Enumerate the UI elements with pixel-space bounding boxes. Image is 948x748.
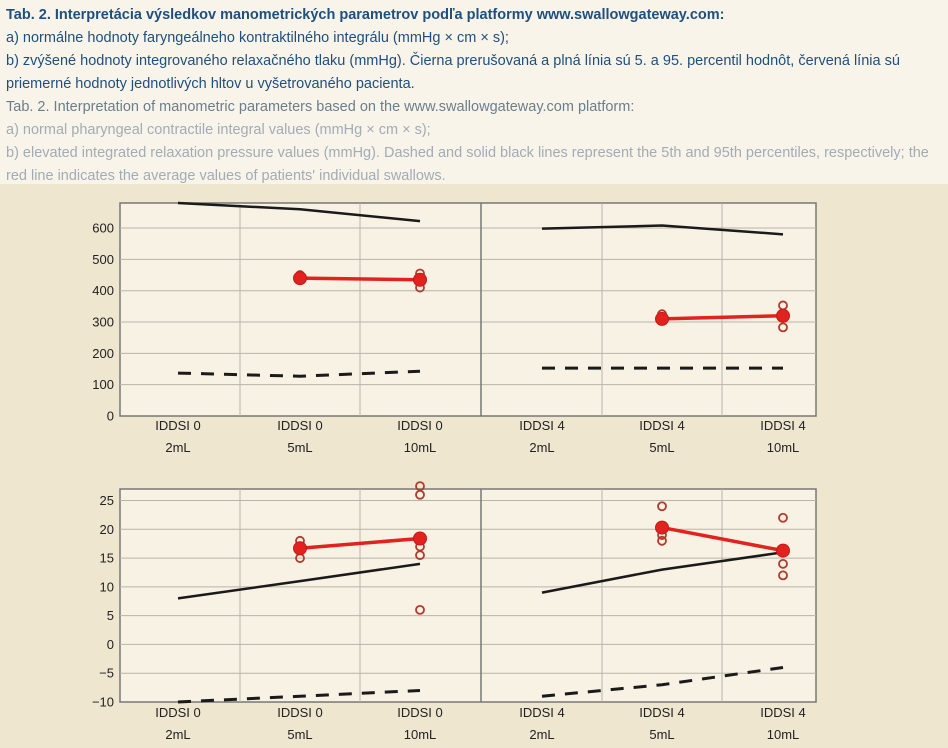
plot-area: [119, 488, 817, 703]
series-line-p95: [541, 551, 784, 594]
x-category-label: IDDSI 0: [397, 705, 443, 720]
y-tick-label: 100: [92, 377, 114, 392]
caption-sk-a: a) normálne hodnoty faryngeálneho kontra…: [6, 30, 509, 46]
swallow-marker: [778, 558, 788, 569]
x-category-volume-label: 5mL: [649, 727, 674, 742]
caption-sk-b1: b) zvýšené hodnoty integrovaného relaxač…: [6, 53, 900, 69]
y-tick-label: 20: [100, 522, 114, 537]
swallow-marker: [657, 501, 667, 512]
swallow-marker: [778, 322, 788, 333]
caption: Tab. 2. Interpretácia výsledkov manometr…: [6, 4, 946, 188]
y-tick-label: 5: [107, 608, 114, 623]
x-category-label: IDDSI 0: [155, 418, 201, 433]
series-line-p5: [177, 369, 421, 378]
x-category-volume-label: 10mL: [404, 440, 437, 455]
mean-marker: [655, 311, 669, 326]
x-category-label: IDDSI 4: [760, 705, 806, 720]
x-category-volume-label: 10mL: [404, 727, 437, 742]
mean-marker: [413, 531, 427, 546]
y-tick-label: 600: [92, 221, 114, 236]
chart-panel-a: 0 100 200 300 400 500 600 IDDSI 0 2mL IDDSI 0 5mL I…: [92, 201, 817, 455]
series-line-mean: [661, 525, 784, 553]
swallow-marker: [415, 604, 425, 615]
swallow-marker: [778, 512, 788, 523]
swallow-marker: [415, 550, 425, 561]
mean-marker: [655, 520, 669, 535]
mean-marker: [293, 271, 307, 286]
y-tick-label: 0: [107, 637, 114, 652]
caption-en-a: a) normal pharyngeal contractile integra…: [6, 122, 431, 138]
x-category-label: IDDSI 0: [397, 418, 443, 433]
x-category-volume-label: 5mL: [649, 440, 674, 455]
x-category-volume-label: 10mL: [767, 727, 800, 742]
caption-en-b2: red line indicates the average values of…: [6, 168, 446, 184]
caption-en-b1: b) elevated integrated relaxation pressu…: [6, 145, 929, 161]
x-category-volume-label: 5mL: [287, 440, 312, 455]
x-category-label: IDDSI 4: [639, 705, 685, 720]
mean-marker: [413, 272, 427, 287]
series-line-mean: [661, 314, 784, 321]
y-tick-label: 0: [107, 409, 114, 424]
x-category-label: IDDSI 0: [155, 705, 201, 720]
mean-marker: [776, 308, 790, 323]
y-tick-label: 25: [100, 493, 114, 508]
x-category-label: IDDSI 4: [519, 418, 565, 433]
y-tick-label: 300: [92, 315, 114, 330]
caption-sk-b2: priemerné hodnoty jednotlivých hltov u v…: [6, 76, 415, 92]
y-tick-label: −10: [92, 695, 114, 710]
y-tick-label: −5: [99, 666, 114, 681]
mean-marker: [776, 543, 790, 558]
series-line-p95: [177, 201, 421, 223]
series-line-p95: [541, 224, 784, 236]
x-category-label: IDDSI 4: [519, 705, 565, 720]
x-category-volume-label: 2mL: [165, 440, 190, 455]
caption-en-title: Tab. 2. Interpretation of manometric par…: [6, 99, 635, 115]
series-line-p5: [541, 665, 784, 698]
x-category-volume-label: 2mL: [165, 727, 190, 742]
x-category-volume-label: 10mL: [767, 440, 800, 455]
y-tick-label: 500: [92, 252, 114, 267]
series-line-mean: [299, 536, 421, 551]
x-category-volume-label: 5mL: [287, 727, 312, 742]
swallow-marker: [415, 489, 425, 500]
y-tick-label: 10: [100, 579, 114, 594]
caption-sk-title: Tab. 2. Interpretácia výsledkov manometr…: [6, 7, 725, 23]
y-tick-label: 400: [92, 283, 114, 298]
mean-marker: [293, 541, 307, 556]
x-category-label: IDDSI 4: [639, 418, 685, 433]
series-line-p95: [177, 562, 421, 600]
plot-area: [119, 202, 817, 417]
x-category-volume-label: 2mL: [529, 727, 554, 742]
series-line-mean: [299, 276, 421, 282]
y-tick-label: 15: [100, 551, 114, 566]
swallow-marker: [657, 535, 667, 546]
series-line-p5: [177, 688, 421, 704]
swallow-marker: [778, 570, 788, 581]
x-category-label: IDDSI 0: [277, 705, 323, 720]
x-category-label: IDDSI 4: [760, 418, 806, 433]
x-category-label: IDDSI 0: [277, 418, 323, 433]
y-tick-label: 200: [92, 346, 114, 361]
x-category-volume-label: 2mL: [529, 440, 554, 455]
chart-panel-b: −10 −5 0 5 10 15 20 25 IDDSI 0 2mL IDDSI 0 5mL IDDSI…: [92, 481, 817, 742]
